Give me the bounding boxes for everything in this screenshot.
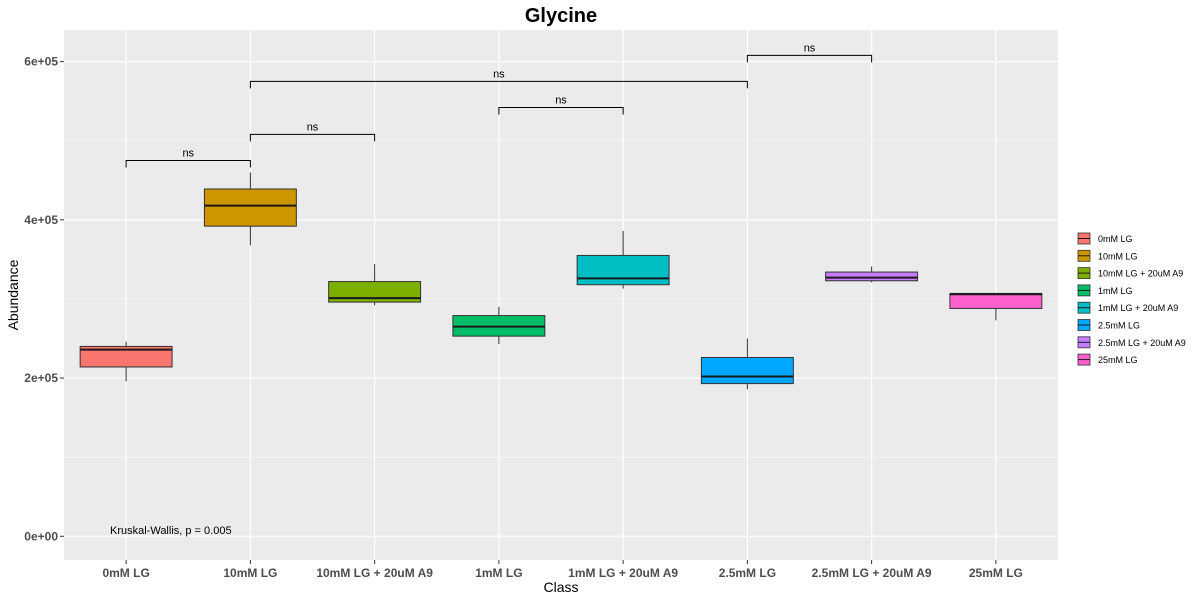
box [328, 281, 422, 303]
box [825, 271, 919, 282]
bracket-line [125, 160, 251, 168]
legend-item: 10mM LG [1077, 249, 1138, 262]
kruskal-wallis-annotation: Kruskal-Wallis, p = 0.005 [110, 525, 232, 537]
chart-title: Glycine [525, 5, 597, 27]
significance-brackets: ns ns ns ns ns [125, 42, 873, 168]
comparison-bracket: ns [249, 68, 748, 89]
bracket-line [498, 107, 624, 115]
x-tick-label: 2.5mM LG [719, 566, 776, 580]
legend-label: 1mM LG [1098, 286, 1133, 296]
comparison-bracket: ns [498, 95, 624, 115]
comparison-bracket: ns [746, 42, 873, 63]
x-axis: 0mM LG 10mM LG 10mM LG + 20uM A9 1mM LG 1mM … [102, 560, 1023, 580]
legend-item: 2.5mM LG + 20uM A9 [1077, 336, 1186, 349]
legend-item: 25mM LG [1077, 353, 1138, 366]
x-tick-label: 10mM LG [223, 566, 277, 580]
y-axis-title: Abundance [5, 259, 21, 330]
box-group [949, 292, 1043, 321]
bracket-line [746, 54, 873, 63]
x-tick-label: 2.5mM LG + 20uM A9 [812, 566, 932, 580]
box [203, 188, 297, 227]
box-group [203, 172, 297, 246]
legend-label: 10mM LG + 20uM A9 [1098, 269, 1183, 279]
box-group [328, 264, 422, 306]
legend-item: 10mM LG + 20uM A9 [1077, 267, 1183, 280]
box [576, 254, 670, 286]
box-group [700, 338, 794, 390]
y-tick-label: 2e+05 [24, 371, 58, 385]
box [700, 356, 794, 385]
x-tick-label: 1mM LG + 20uM A9 [568, 566, 678, 580]
bracket-line [249, 80, 748, 89]
legend-item: 2.5mM LG [1077, 319, 1140, 331]
box-group [576, 230, 670, 289]
y-axis: 0e+00 2e+05 4e+05 6e+05 [24, 55, 64, 543]
legend-label: 25mM LG [1098, 355, 1138, 365]
x-axis-title: Class [543, 579, 578, 595]
y-tick-label: 4e+05 [24, 213, 58, 227]
x-tick-label: 0mM LG [102, 566, 149, 580]
legend-label: 2.5mM LG [1098, 321, 1140, 331]
significance-label: ns [555, 95, 567, 107]
legend-item: 1mM LG + 20uM A9 [1077, 301, 1178, 314]
significance-label: ns [307, 121, 319, 133]
legend-item: 0mM LG [1077, 232, 1133, 245]
x-tick-label: 1mM LG [475, 566, 522, 580]
box-group [825, 266, 919, 283]
box [79, 345, 173, 368]
plot-background [64, 30, 1058, 560]
comparison-bracket: ns [249, 121, 376, 142]
box-group [452, 306, 546, 345]
legend-label: 1mM LG + 20uM A9 [1098, 303, 1178, 313]
box-series [79, 172, 1043, 390]
legend: 0mM LG 10mM LG 10mM LG + 20uM A9 1mM LG 1mM … [1077, 232, 1186, 366]
y-tick-label: 0e+00 [24, 529, 58, 543]
significance-label: ns [804, 42, 816, 54]
x-tick-label: 10mM LG + 20uM A9 [316, 566, 433, 580]
box-group [79, 341, 173, 382]
legend-item: 1mM LG [1077, 284, 1133, 297]
box [949, 292, 1043, 309]
significance-label: ns [182, 148, 194, 160]
y-tick-label: 6e+05 [24, 55, 58, 69]
bracket-line [249, 133, 376, 142]
comparison-bracket: ns [125, 148, 251, 168]
legend-label: 0mM LG [1098, 234, 1133, 244]
legend-label: 2.5mM LG + 20uM A9 [1098, 338, 1186, 348]
minor-gridlines [64, 140, 1058, 458]
x-tick-label: 25mM LG [969, 566, 1023, 580]
legend-label: 10mM LG [1098, 251, 1138, 261]
significance-label: ns [493, 68, 505, 80]
